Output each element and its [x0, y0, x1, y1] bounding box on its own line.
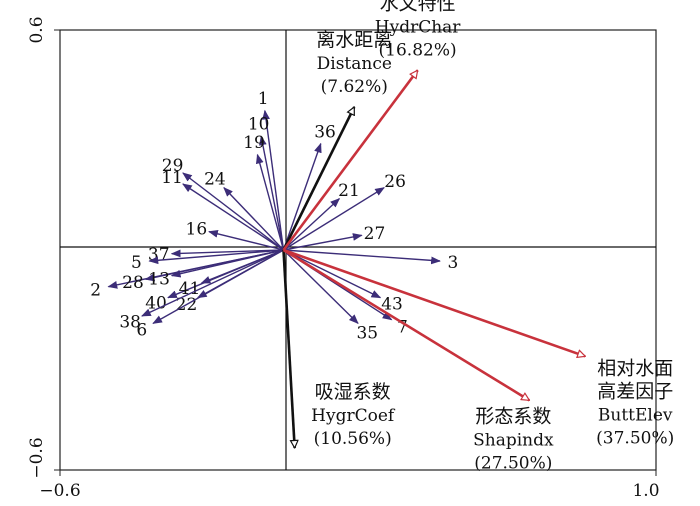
env-arrow-distance [282, 107, 356, 251]
species-label-41: 41 [179, 279, 201, 299]
env-label-hygrcoef-percent: (10.56%) [314, 429, 392, 449]
env-label-shapindx-name-cn: 形态系数 [475, 405, 551, 427]
env-arrow-shapindx [282, 248, 530, 402]
species-arrow-6 [152, 249, 284, 324]
env-label-shapindx-name-en: Shapindx [473, 430, 554, 450]
species-arrow-27 [283, 233, 363, 251]
species-arrow-24 [223, 186, 285, 251]
species-arrow-35 [283, 249, 359, 325]
env-label-shapindx-percent: (27.50%) [474, 453, 552, 473]
species-label-27: 27 [364, 224, 386, 244]
species-label-37: 37 [148, 245, 170, 265]
env-arrow-buttelev [283, 248, 586, 356]
species-label-16: 16 [186, 220, 208, 240]
species-arrow-21 [283, 198, 341, 251]
species-label-29: 29 [162, 156, 184, 176]
x-tick-label-min: −0.6 [39, 481, 80, 501]
env-label-buttelev-name-cn-line1: 相对水面 [597, 357, 673, 379]
species-label-7: 7 [397, 318, 408, 338]
species-arrow-19 [255, 153, 285, 251]
species-arrow-38 [141, 249, 284, 317]
plot-frame [59, 29, 657, 471]
env-label-hydrchar-percent: (16.82%) [379, 40, 457, 60]
env-arrow-hydrchar [282, 70, 419, 251]
species-arrow-3 [283, 249, 441, 265]
species-arrow-10 [259, 135, 285, 251]
env-label-hygrcoef-name-cn: 吸湿系数 [315, 381, 391, 403]
species-label-21: 21 [338, 181, 360, 201]
species-label-35: 35 [356, 323, 378, 343]
species-label-11: 11 [161, 168, 183, 188]
species-label-13: 13 [148, 270, 170, 290]
env-arrow-hygrcoef [282, 249, 295, 448]
env-label-hydrchar-name-cn: 水文特性 [380, 0, 456, 14]
species-arrow-41 [200, 249, 284, 284]
env-label-distance-name-cn: 离水距离 [316, 29, 392, 51]
env-label-distance-name-en: Distance [317, 54, 392, 74]
x-tick-label-max: 1.0 [632, 481, 659, 501]
species-label-43: 43 [381, 294, 403, 314]
species-label-40: 40 [145, 294, 167, 314]
env-label-hydrchar-name-en: HydrChar [375, 17, 462, 37]
species-arrows: 1101929112436212627163752281340412238634… [90, 89, 458, 344]
species-label-3: 3 [448, 253, 459, 273]
species-arrow-1 [262, 109, 285, 251]
environment-arrows: 离水距离 Distance (7.62%) 水文特性 HydrChar (16.82%) 吸… [282, 0, 674, 473]
species-arrow-36 [282, 142, 322, 251]
species-label-36: 36 [314, 122, 336, 142]
env-label-buttelev-percent: (37.50%) [596, 428, 674, 448]
env-label-buttelev-name-cn-line2: 高差因子 [597, 380, 673, 402]
species-arrow-43 [283, 249, 382, 299]
species-label-28: 28 [122, 273, 144, 293]
species-label-6: 6 [136, 321, 147, 341]
species-label-26: 26 [384, 172, 406, 192]
species-arrow-26 [283, 187, 385, 251]
species-label-10: 10 [248, 115, 270, 135]
env-label-hygrcoef-name-en: HygrCoef [311, 406, 396, 426]
species-label-5: 5 [131, 253, 142, 273]
species-arrow-29 [182, 172, 284, 251]
species-label-38: 38 [119, 312, 141, 332]
y-tick-label-min: −0.6 [27, 437, 47, 478]
species-arrow-13 [170, 249, 284, 278]
species-label-2: 2 [90, 280, 101, 300]
env-label-distance-percent: (7.62%) [321, 77, 388, 97]
species-arrow-11 [182, 183, 284, 251]
species-label-24: 24 [204, 169, 226, 189]
species-label-19: 19 [243, 133, 265, 153]
species-arrow-16 [208, 229, 284, 251]
y-tick-label-max: 0.6 [27, 16, 47, 43]
species-arrow-37 [170, 249, 284, 258]
env-label-buttelev-name-en: ButtElev [598, 405, 673, 425]
species-label-1: 1 [258, 89, 269, 109]
species-arrow-5 [148, 249, 284, 265]
